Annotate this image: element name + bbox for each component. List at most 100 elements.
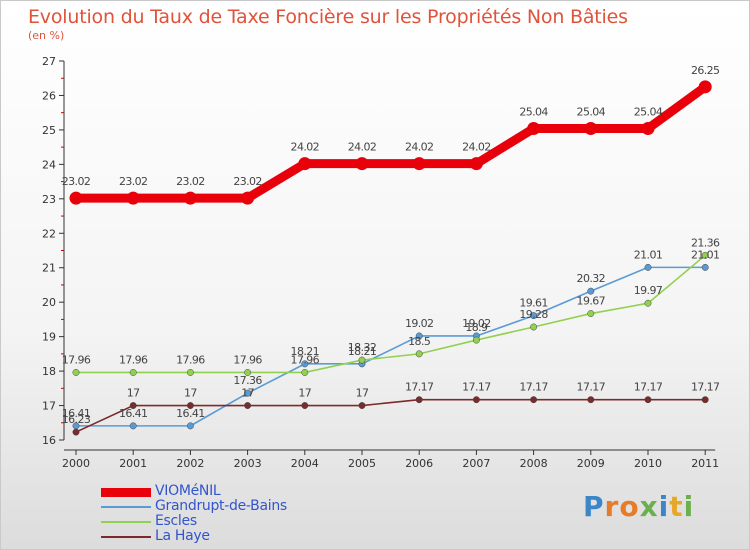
- data-point: [301, 369, 309, 376]
- data-label: 17.17: [634, 381, 663, 394]
- data-point: [358, 402, 366, 409]
- x-tick-label: 2000: [62, 457, 90, 470]
- x-tick-label: 2008: [520, 457, 548, 470]
- data-label: 17: [356, 387, 369, 400]
- data-label: 25.04: [577, 106, 606, 119]
- data-point: [472, 396, 480, 404]
- data-point: [472, 336, 480, 344]
- brand-logo: Proxiti: [583, 490, 694, 523]
- x-tick-label: 2006: [405, 457, 433, 470]
- data-label: 17.17: [691, 381, 720, 394]
- data-label: 18.5: [408, 335, 431, 348]
- data-point: [530, 396, 538, 404]
- data-point: [298, 157, 312, 171]
- data-label: 23.02: [176, 175, 205, 188]
- brand-letter: t: [669, 490, 684, 523]
- data-point: [701, 251, 709, 259]
- legend-swatch: [101, 521, 151, 523]
- data-label: 21.01: [691, 248, 720, 261]
- data-label: 23.02: [62, 175, 91, 188]
- data-label: 26.25: [691, 64, 720, 77]
- data-label: 17: [298, 387, 311, 400]
- data-label: 17.96: [176, 353, 205, 366]
- data-point: [415, 350, 423, 358]
- data-point: [644, 396, 652, 404]
- data-label: 25.04: [519, 106, 548, 119]
- legend-label: VIOMéNIL: [155, 483, 221, 499]
- data-point: [527, 122, 541, 136]
- data-label: 17.17: [577, 381, 606, 394]
- x-tick-label: 2002: [176, 457, 204, 470]
- data-label: 19.67: [577, 295, 606, 308]
- brand-letter: x: [639, 490, 659, 523]
- data-label: 17: [241, 387, 254, 400]
- data-point: [698, 80, 712, 94]
- data-point: [701, 263, 709, 271]
- data-point: [584, 122, 598, 136]
- data-label: 23.02: [233, 175, 262, 188]
- brand-letter: r: [604, 490, 620, 523]
- data-label: 17.96: [291, 353, 320, 366]
- data-label: 17.96: [233, 353, 262, 366]
- data-label: 24.02: [462, 141, 491, 154]
- data-label: 17.17: [462, 381, 491, 394]
- data-point: [530, 323, 538, 331]
- legend-swatch: [101, 488, 151, 497]
- data-point: [530, 312, 538, 320]
- data-label: 16.41: [176, 407, 205, 420]
- data-label: 21.36: [691, 236, 720, 249]
- data-point: [641, 122, 655, 136]
- data-point: [72, 369, 80, 376]
- data-label: 19.02: [462, 317, 491, 330]
- legend-label: La Haye: [155, 528, 210, 544]
- data-point: [183, 191, 197, 205]
- data-label: 24.02: [348, 141, 377, 154]
- data-label: 19.97: [634, 284, 663, 297]
- y-tick-label: 20: [42, 296, 56, 309]
- data-label: 19.28: [519, 308, 548, 321]
- data-point: [129, 402, 137, 409]
- y-tick-label: 17: [42, 400, 56, 413]
- data-point: [701, 396, 709, 404]
- legend-swatch: [101, 536, 151, 538]
- legend-label: Escles: [155, 513, 197, 529]
- data-point: [186, 402, 194, 409]
- series-line: [76, 83, 708, 203]
- y-tick-label: 24: [42, 158, 56, 171]
- data-label: 23.02: [119, 175, 148, 188]
- data-point: [469, 157, 483, 171]
- data-label: 17.17: [519, 381, 548, 394]
- data-label: 17.96: [119, 353, 148, 366]
- data-point: [244, 402, 252, 409]
- brand-letter: i: [683, 490, 695, 523]
- data-label: 19.02: [405, 317, 434, 330]
- data-label: 17.96: [62, 353, 91, 366]
- data-point: [186, 369, 194, 376]
- data-label: 16.23: [62, 413, 91, 426]
- data-point: [129, 369, 137, 376]
- data-point: [301, 402, 309, 409]
- data-point: [644, 299, 652, 307]
- data-point: [415, 396, 423, 404]
- legend-swatch: [101, 506, 151, 508]
- data-point: [244, 369, 252, 376]
- x-tick-label: 2004: [291, 457, 319, 470]
- x-tick-label: 2010: [634, 457, 662, 470]
- data-point: [355, 157, 369, 171]
- data-label: 24.02: [405, 141, 434, 154]
- data-label: 17.36: [233, 374, 262, 387]
- data-label: 17: [184, 387, 197, 400]
- x-tick-label: 2009: [577, 457, 605, 470]
- chart-unit-label: (en %): [28, 29, 65, 42]
- y-tick-label: 19: [42, 331, 56, 344]
- data-point: [241, 191, 255, 205]
- data-point: [358, 356, 366, 364]
- data-point: [126, 191, 140, 205]
- data-point: [587, 287, 595, 295]
- data-label: 18.9: [465, 321, 488, 334]
- data-point: [587, 310, 595, 318]
- x-tick-label: 2001: [119, 457, 147, 470]
- data-point: [69, 191, 83, 205]
- data-label: 24.02: [291, 141, 320, 154]
